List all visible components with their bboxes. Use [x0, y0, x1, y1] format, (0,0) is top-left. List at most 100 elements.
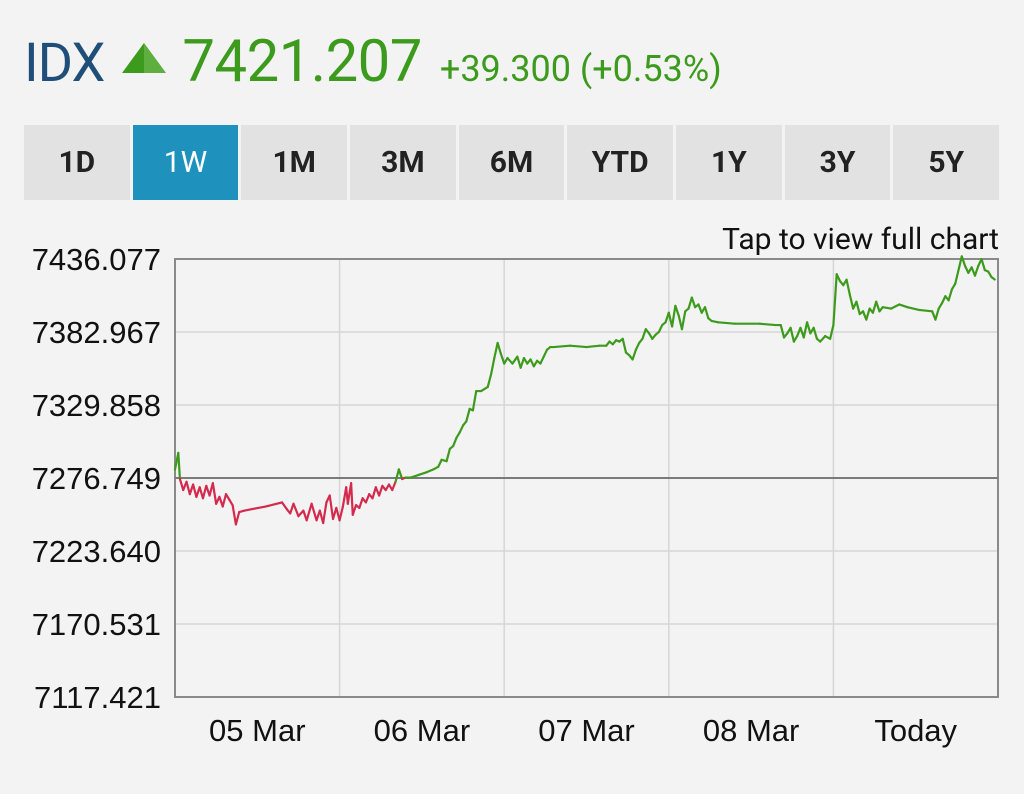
price-line-segment: [425, 468, 435, 474]
price-line-segment: [397, 468, 404, 481]
price-line-segment: [452, 436, 458, 448]
price-line-segment: [568, 344, 588, 349]
y-tick-label: 7223.640: [32, 534, 161, 569]
price-line-segment: [445, 447, 451, 463]
price-line-segment: [499, 352, 506, 365]
quote-header: IDX 7421.207 +39.300 (+0.53%): [24, 28, 722, 98]
tab-1w[interactable]: 1W: [132, 125, 239, 200]
price-line-segment: [211, 482, 218, 505]
price-line-segment: [871, 300, 878, 314]
price-line-segment: [585, 344, 601, 349]
price-line-segment: [305, 502, 313, 522]
price-line-segment: [322, 501, 328, 525]
price-line-segment: [917, 308, 934, 313]
price-line-segment: [835, 273, 842, 283]
price-line-segment: [690, 296, 697, 309]
tab-6m[interactable]: 6M: [458, 125, 565, 200]
tab-3m[interactable]: 3M: [350, 125, 456, 200]
price-line-segment: [980, 258, 986, 272]
tab-ytd[interactable]: YTD: [567, 125, 674, 200]
price-line-segment: [680, 310, 687, 331]
price-line-segment: [906, 306, 921, 312]
price-line-segment: [350, 482, 354, 516]
price-line-segment: [358, 497, 364, 509]
price-line-segment: [338, 505, 344, 522]
price-line-segment: [829, 323, 835, 340]
price-line-segment: [657, 323, 664, 334]
price-line-segment: [634, 341, 641, 351]
price-line-segment: [641, 328, 647, 340]
price-line-segment: [855, 300, 861, 316]
price-line-segment: [378, 484, 384, 497]
price-line-segment: [516, 355, 522, 369]
price-line-segment: [394, 468, 400, 483]
price-line-segment: [703, 306, 710, 320]
price-line-segment: [802, 321, 809, 339]
y-tick-label: 7117.421: [34, 680, 161, 715]
price-line-segment: [177, 451, 182, 481]
y-tick-label: 7382.967: [32, 315, 161, 350]
tab-3y[interactable]: 3Y: [784, 125, 891, 200]
price-line-segment: [243, 505, 267, 512]
price-line-segment: [201, 484, 208, 500]
price-line-segment: [458, 424, 465, 434]
price-line-segment: [898, 303, 909, 309]
tab-1m[interactable]: 1M: [241, 125, 348, 200]
tab-5y[interactable]: 5Y: [893, 125, 1000, 200]
tab-1d[interactable]: 1D: [24, 125, 130, 200]
price-line-segment: [934, 307, 940, 321]
price-line-segment: [779, 323, 786, 339]
price-line-segment: [789, 326, 795, 343]
tab-1y[interactable]: 1Y: [676, 125, 782, 200]
price-line-segment: [409, 473, 420, 479]
price-line-segment: [697, 303, 703, 314]
price-line-segment: [889, 303, 901, 310]
price-line-segment: [957, 255, 963, 272]
price-line-segment: [670, 304, 677, 328]
price-line-segment: [185, 480, 191, 496]
price-line-segment: [231, 504, 238, 526]
price-line-segment: [865, 307, 871, 321]
x-tick-label: Today: [874, 713, 957, 748]
price-line-segment: [493, 341, 499, 360]
y-tick-label: 7170.531: [32, 607, 161, 642]
price-line-segment: [391, 480, 397, 492]
price-line-segment: [371, 486, 377, 500]
price-line-segment: [881, 306, 893, 310]
price-line-segment: [292, 502, 300, 518]
view-full-chart-link[interactable]: Tap to view full chart: [722, 222, 999, 257]
price-line-segment: [542, 348, 549, 358]
price-line-segment: [758, 322, 777, 327]
price-line-segment: [875, 300, 881, 313]
price-line-segment: [631, 348, 637, 361]
price-line-segment: [973, 264, 980, 277]
price-line-segment: [417, 471, 428, 477]
y-tick-label: 7329.858: [32, 388, 161, 423]
x-tick-label: 06 Mar: [374, 713, 470, 748]
price-line-segment: [812, 326, 819, 340]
x-tick-label: 07 Mar: [538, 713, 634, 748]
price-line-segment: [437, 458, 443, 468]
last-price: 7421.207: [182, 28, 422, 96]
price-line-segment: [940, 295, 947, 305]
price-line-segment: [328, 494, 335, 520]
price-line-segment: [496, 341, 503, 356]
price-line-segment: [674, 304, 680, 317]
price-line-segment: [819, 334, 827, 343]
x-tick-label: 05 Mar: [209, 713, 305, 748]
price-line-segment: [552, 344, 572, 349]
y-tick-label: 7276.749: [32, 461, 161, 496]
price-line-segment: [234, 510, 241, 526]
price-line-segment: [192, 483, 198, 498]
price-line-segment: [687, 296, 693, 310]
price-line-segment: [351, 504, 358, 516]
price-line-segment: [364, 493, 371, 504]
price-line-segment: [289, 502, 295, 515]
price-line-segment: [832, 273, 838, 327]
price-line-segment: [465, 407, 471, 423]
price-line-segment: [264, 501, 284, 508]
price-line-segment: [506, 356, 514, 365]
price-line-segment: [990, 275, 996, 281]
price-line-segment: [480, 385, 489, 393]
